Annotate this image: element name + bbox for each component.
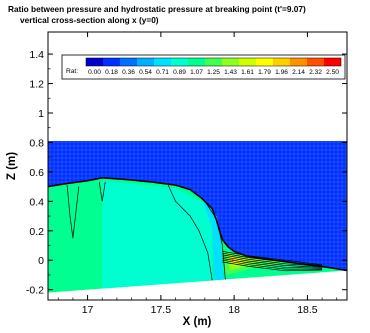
y-tick-label: 0.6 bbox=[29, 167, 44, 179]
chart-title: Ratio between pressure and hydrostatic p… bbox=[8, 4, 306, 14]
legend-level-label: 2.32 bbox=[309, 69, 322, 76]
legend-level-label: 1.25 bbox=[207, 69, 220, 76]
y-tick-label: 0 bbox=[38, 255, 44, 267]
contour-line-toe-1 bbox=[222, 251, 323, 266]
legend-level-label: 0.54 bbox=[139, 69, 152, 76]
legend-swatch bbox=[103, 58, 120, 66]
contour-line-toe-5 bbox=[222, 258, 323, 269]
legend-level-label: 0.00 bbox=[88, 69, 101, 76]
legend: Rat: 0.00 0.18 0.36 0.54 0.71 0.89 1.07 1.25 1.43… bbox=[61, 54, 346, 80]
x-tick-label: 18.5 bbox=[297, 304, 318, 316]
legend-swatch bbox=[290, 58, 307, 66]
contour-line-toe-6 bbox=[222, 259, 323, 270]
legend-swatch bbox=[307, 58, 324, 66]
y-axis-label: Z (m) bbox=[6, 152, 18, 180]
axes: 17 17.5 18 18.5 -0.2 0 0.2 0.4 0.6 0.8 1 1.2 1.4 bbox=[26, 31, 348, 316]
x-tick-label: 18 bbox=[228, 304, 240, 316]
y-tick-label: 1.2 bbox=[29, 79, 44, 91]
axes-frame bbox=[47, 31, 348, 301]
y-tick-label: -0.2 bbox=[26, 285, 44, 297]
x-tick-label: 17 bbox=[82, 304, 94, 316]
legend-level-label: 1.79 bbox=[258, 69, 271, 76]
contour-line-spike-1 bbox=[66, 185, 80, 239]
legend-level-label: 1.43 bbox=[224, 69, 237, 76]
legend-level-label: 0.89 bbox=[173, 69, 186, 76]
contour-line-toe-7 bbox=[222, 261, 323, 272]
contour-line-spike-2 bbox=[98, 182, 106, 202]
legend-swatch bbox=[154, 58, 171, 66]
contour-line-inner bbox=[167, 184, 213, 281]
legend-swatch bbox=[256, 58, 273, 66]
contour-line-toe-3 bbox=[222, 254, 323, 267]
chart-subtitle: vertical cross-section along x (y=0) bbox=[20, 15, 159, 25]
legend-level-label: 1.07 bbox=[190, 69, 203, 76]
legend-swatch bbox=[120, 58, 137, 66]
legend-swatch bbox=[86, 58, 103, 66]
front-low-ratio-region bbox=[201, 198, 224, 281]
y-tick-label: 0.8 bbox=[29, 137, 44, 149]
legend-level-label: 1.61 bbox=[241, 69, 254, 76]
legend-swatch bbox=[171, 58, 188, 66]
legend-swatch bbox=[273, 58, 290, 66]
legend-swatch bbox=[324, 58, 341, 66]
legend-level-label: 2.14 bbox=[292, 69, 305, 76]
legend-swatch bbox=[205, 58, 222, 66]
contour-line-toe-4 bbox=[222, 256, 323, 268]
legend-level-label: 1.96 bbox=[275, 69, 288, 76]
y-tick-label: 0.4 bbox=[29, 196, 44, 208]
legend-swatch bbox=[188, 58, 205, 66]
legend-colorbar-frame bbox=[85, 57, 342, 67]
air-mesh bbox=[48, 141, 347, 271]
legend-swatch bbox=[222, 58, 239, 66]
plot-area bbox=[48, 141, 347, 293]
y-tick-label: 0.2 bbox=[29, 226, 44, 238]
legend-swatch bbox=[239, 58, 256, 66]
free-surface-line bbox=[48, 176, 347, 272]
legend-level-label: 0.36 bbox=[122, 69, 135, 76]
legend-level-label: 0.71 bbox=[156, 69, 169, 76]
legend-level-label: 0.18 bbox=[105, 69, 118, 76]
legend-swatch bbox=[137, 58, 154, 66]
x-axis-label: X (m) bbox=[183, 316, 212, 328]
legend-title: Rat: bbox=[66, 68, 78, 75]
y-tick-label: 1.4 bbox=[29, 49, 44, 61]
x-tick-label: 17.5 bbox=[151, 304, 172, 316]
legend-level-label: 2.50 bbox=[326, 69, 339, 76]
y-tick-label: 1 bbox=[38, 108, 44, 120]
crest-interior-region bbox=[102, 180, 213, 289]
